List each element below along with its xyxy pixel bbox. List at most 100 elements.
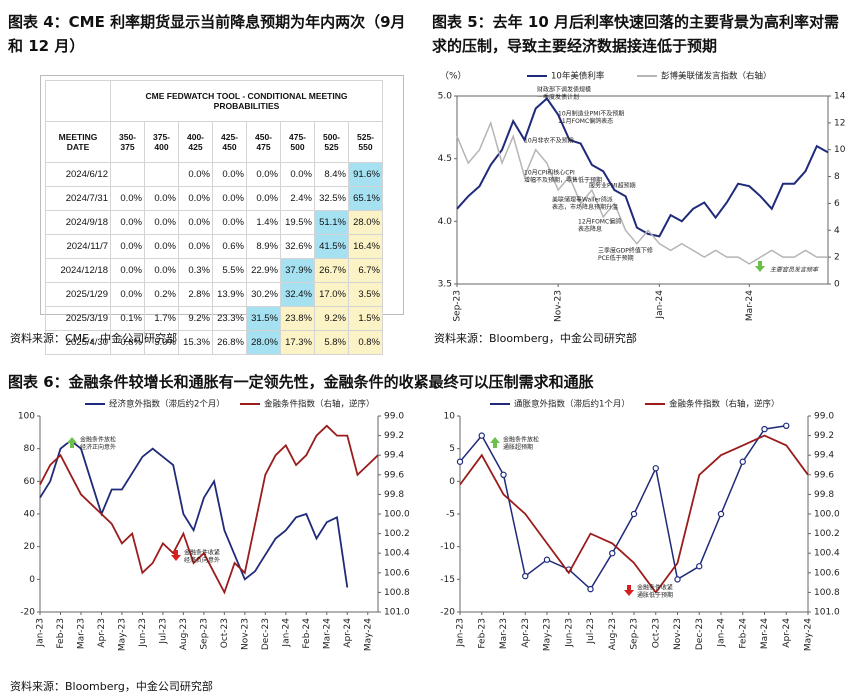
table-cell: 0.0% [212,162,247,187]
table-cell: 1.7% [144,306,179,331]
x-tick-label: May-23 [543,618,553,651]
table-cell: 5.0% [144,330,179,355]
point-marker [739,458,746,465]
table-cell: 2.4% [280,186,315,211]
y2-tick-label: 0 [834,280,840,290]
table-cell: 0.0% [144,234,179,259]
table-cell: 22.9% [246,258,281,283]
table-cell: 0.0% [280,162,315,187]
x-tick-label: Aug-23 [179,618,189,650]
row-header: 2024/12/18 [45,258,111,283]
table-row: 2024/7/31 0.0% 0.0% 0.0% 0.0% 0.0% 2.4% 32.5% 65… [45,186,383,211]
table-cell: 0.0% [144,186,179,211]
y-tick-label: -15 [440,575,455,585]
y-tick-label: 20 [24,542,36,552]
row-header: 2024/6/12 [45,162,111,187]
y2-tick-label: 100.4 [384,549,410,559]
column-header: 500-525 [314,121,349,163]
table-cell: 0.0% [212,210,247,235]
x-tick-label: Oct-23 [651,618,661,648]
y-tick-label: 40 [24,510,36,520]
table-cell [110,162,145,187]
point-marker [674,576,681,583]
y2-tick-label: 10 [834,145,846,155]
arrow-icon [624,585,634,596]
point-marker [717,510,725,518]
table-cell: 23.8% [280,306,315,331]
annotation: 服务业PMI超预期 [589,182,636,190]
table-row: MEETING DATE 350-375 375-400 400-425 425-450… [45,121,383,163]
x-tick-label: Jan-24 [655,290,665,320]
table-row: 2024/6/12 0.0% 0.0% 0.0% 0.0% 8.4% 91.6% [45,162,383,187]
y2-tick-label: 99.8 [384,490,404,500]
arrow-icon [490,437,500,448]
table-cell: 0.3% [178,258,213,283]
y-tick-label: -20 [20,608,35,618]
annotation: 10月CPI和核心CPI [524,169,575,177]
y2-tick-label: 99.8 [814,490,834,500]
y2-tick-label: 100.8 [814,588,840,598]
row-header: 2024/7/31 [45,186,111,211]
table-cell: 32.5% [314,186,349,211]
x-tick-label: May-24 [363,618,373,651]
annotation: 金融条件收紧 [184,549,220,557]
annotation: 12月FOMC偏鸽 [578,218,621,226]
annotation: 表态，市场降息预期升温 [552,203,618,211]
table-cell: 19.5% [280,210,315,235]
annotation: 通胀低于预期 [637,591,673,599]
table-caption: CME FEDWATCH TOOL - CONDITIONAL MEETING … [110,80,383,122]
table-cell: 0.2% [144,282,179,307]
row-header: 2025/3/19 [45,306,111,331]
x-tick-label: Jan-24 [717,618,727,648]
x-tick-label: Jun-23 [564,618,574,648]
x-tick-label: Apr-23 [97,618,107,648]
point-marker [478,432,485,439]
legend-label: 彭博美联储发言指数（右轴） [661,71,772,82]
table-cell: 65.1% [348,186,383,211]
table-cell: 17.0% [314,282,349,307]
y2-tick-label: 101.0 [384,608,410,618]
column-header: MEETING DATE [45,121,111,163]
legend-label: 金融条件指数（右轴，逆序） [264,399,375,410]
annotation: 10月非农不及预期 [524,137,574,145]
y2-tick-label: 99.6 [384,470,404,480]
column-header: 475-500 [280,121,315,163]
table-cell: 0.8% [348,330,383,355]
x-tick-label: Jul-23 [586,618,596,645]
series-line [39,424,379,595]
table-row: 2024/9/18 0.0% 0.0% 0.0% 0.0% 1.4% 19.5% 51.1% 2… [45,210,383,235]
series-line [459,434,809,594]
annotation: 金融条件收紧 [637,584,673,592]
y-tick-label: 5.0 [438,92,453,102]
x-tick-label: Mar-24 [745,290,755,321]
table-cell: 0.0% [110,234,145,259]
x-tick-label: Apr-24 [343,618,353,648]
table-cell: 26.8% [212,330,247,355]
table-cell: 0.0% [246,162,281,187]
annotation: 金融条件放松 [503,436,539,444]
series-line [456,97,829,238]
table-cell: 37.9% [280,258,315,283]
figure-title: 图表 5：去年 10 月后利率快速回落的主要背景为高利率对需求的压制，导致主要经… [432,13,839,55]
table-cell: 26.7% [314,258,349,283]
y-tick-label: 4.5 [438,154,452,164]
y2-tick-label: 100.4 [814,549,840,559]
table-cell [144,162,179,187]
point-marker [783,422,790,429]
table-cell: 0.0% [212,186,247,211]
table-cell: 0.0% [110,210,145,235]
table-cell: 0.0% [110,258,145,283]
table-cell: 13.9% [212,282,247,307]
x-tick-label: Dec-23 [695,618,705,650]
table-cell: 28.0% [348,210,383,235]
table-cell: 0.0% [110,282,145,307]
x-tick-label: Sep-23 [453,290,463,322]
x-tick-label: Mar-23 [76,618,86,649]
x-tick-label: Apr-24 [782,618,792,648]
axis-label: （%） [440,71,467,82]
x-tick-label: Jan-24 [281,618,291,648]
x-tick-label: Nov-23 [673,618,683,650]
figure-title: 图表 6：金融条件较增长和通胀有一定领先性，金融条件的收紧最终可以压制需求和通胀 [8,373,594,391]
point-marker [500,471,507,479]
table-cell: 17.3% [280,330,315,355]
